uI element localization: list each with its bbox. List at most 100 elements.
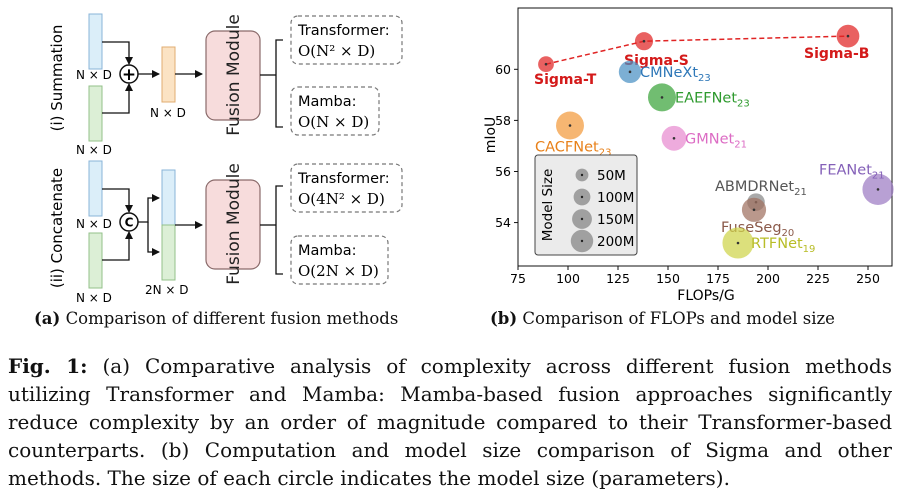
y-tick-label: 56: [495, 164, 511, 179]
row1-arrow-top: [102, 41, 133, 65]
row2-mamba-box: [290, 235, 389, 285]
row2-transformer-complexity: O(4N² × D): [298, 190, 385, 208]
y-tick-label: 58: [495, 113, 511, 128]
legend-marker-center: [580, 239, 584, 243]
figure-caption: Fig. 1: (a) Comparative analysis of comp…: [8, 352, 892, 492]
legend-box: [534, 154, 638, 256]
x-tick-label: 75: [510, 271, 526, 286]
legend-entry-label: 200M: [597, 234, 634, 250]
point-label-subscript: 23: [737, 98, 750, 109]
x-tick-label: 200: [756, 271, 780, 286]
point-label-subscript: 21: [734, 139, 747, 150]
row2-input2-dim: N × D: [76, 291, 112, 305]
x-axis-label: FLOPs/G: [677, 288, 734, 304]
row1-bracket: [275, 39, 283, 128]
figure-caption-text: (a) Comparative analysis of complexity a…: [8, 354, 893, 490]
subcaption-a-text: Comparison of different fusion methods: [65, 309, 399, 328]
subcaption-b-tag: (b): [490, 309, 518, 328]
row2-transformer-box: [290, 163, 403, 213]
row2-fusion-label: Fusion Module: [224, 163, 244, 285]
legend-marker-center: [580, 195, 584, 199]
x-tick-label: 125: [606, 271, 630, 286]
row1-mamba-box: [290, 86, 380, 136]
flops-scatter-chart: mIoU FLOPs/G 75 100 125 150 175 200 225 250 54 56…: [483, 7, 894, 304]
subcaption-a: (a) Comparison of different fusion metho…: [34, 309, 398, 328]
row1-input1-bar: [88, 13, 103, 70]
plot-frame: [517, 7, 893, 267]
point-label-sigma-b: Sigma-B: [804, 46, 869, 62]
row1-transformer-label: Transformer:: [297, 23, 390, 39]
x-tick-label: 150: [656, 271, 680, 286]
point-center-cmnext: [628, 70, 632, 74]
point-label-subscript: 23: [698, 73, 711, 84]
row2-output-bar-top: [161, 169, 176, 226]
row1-mamba-label: Mamba:: [298, 94, 357, 110]
sigma-trend-line: [545, 35, 849, 65]
row1-input2-bar: [88, 85, 103, 142]
point-label-abmdrnet: ABMDRNet21: [715, 179, 807, 198]
point-center-fuseseg: [752, 208, 756, 212]
point-center-eaefnet: [660, 96, 664, 99]
point-label-subscript: 23: [599, 148, 612, 159]
point-label-subscript: 21: [794, 187, 807, 198]
subcaption-a-tag: (a): [34, 309, 61, 328]
point-label-subscript: 20: [782, 228, 795, 239]
point-center-feanet: [876, 188, 880, 191]
row1-arrow-bottom: [102, 83, 133, 114]
concat-op-symbol: C: [125, 216, 134, 230]
row2-transformer-label: Transformer:: [297, 171, 390, 187]
sum-op-symbol: +: [122, 65, 136, 85]
y-axis-label: mIoU: [483, 117, 499, 154]
x-tick-label: 225: [806, 271, 830, 286]
point-center-cacfnet: [568, 124, 572, 127]
row2-arrow-to-out-top: [138, 194, 160, 223]
row1-output-bar: [161, 46, 176, 103]
row2-arrow-top: [102, 188, 133, 213]
legend-entry-label: 50M: [597, 168, 626, 184]
fusion-diagram: (i) Summation N × D N × D + N × D Fusion…: [48, 13, 403, 305]
point-label-subscript: 21: [872, 170, 885, 181]
row2-mamba-complexity: O(2N × D): [298, 262, 379, 280]
row1-fusion-label: Fusion Module: [224, 14, 244, 136]
row1-input2-dim: N × D: [76, 143, 112, 157]
figure-caption-tag: Fig. 1:: [8, 354, 88, 378]
point-label-cacfnet: CACFNet23: [535, 140, 611, 159]
point-center-sigma-b: [846, 34, 850, 38]
row2-output-bar-bottom: [161, 224, 176, 281]
legend-marker-center: [580, 173, 584, 177]
row1-transformer-complexity: O(N² × D): [298, 42, 375, 60]
point-center-rtfnet: [736, 241, 740, 245]
row2-bracket: [275, 185, 283, 275]
row2-mamba-label: Mamba:: [298, 243, 357, 259]
x-tick-label: 250: [856, 271, 880, 286]
row1-output-dim: N × D: [150, 106, 186, 120]
row2-input1-dim: N × D: [76, 217, 112, 231]
row1-mamba-complexity: O(N × D): [298, 113, 369, 131]
row2-input1-bar: [88, 160, 103, 217]
point-label-rtfnet: RTFNet19: [751, 236, 815, 255]
row2-output-dim: 2N × D: [145, 283, 189, 297]
subcaption-b-text: Comparison of FLOPs and model size: [522, 309, 835, 328]
row2-label: (ii) Concatenate: [48, 168, 66, 288]
point-center-sigma-s: [642, 39, 646, 43]
y-tick-label: 54: [495, 215, 511, 230]
point-label-gmnet: GMNet21: [685, 131, 747, 150]
subcaption-b: (b) Comparison of FLOPs and model size: [490, 309, 835, 328]
point-label-eaefnet: EAEFNet23: [675, 90, 750, 109]
point-label-cmnext: CMNeXt23: [640, 65, 711, 84]
row2-input2-bar: [88, 232, 103, 289]
legend-title: Model Size: [540, 169, 556, 242]
legend-entry-label: 150M: [597, 212, 634, 228]
point-label-sigma-s: Sigma-S: [624, 53, 689, 69]
legend-entry-label: 100M: [597, 190, 634, 206]
row1-label: (i) Summation: [48, 25, 66, 132]
row1-input1-dim: N × D: [76, 68, 112, 82]
row1-transformer-box: [290, 15, 403, 65]
point-center-sigma-t: [544, 62, 548, 66]
point-label-feanet: FEANet21: [819, 162, 885, 181]
y-tick-label: 60: [495, 62, 511, 77]
point-label-subscript: 19: [803, 244, 816, 255]
legend-marker-center: [580, 217, 584, 221]
x-tick-label: 175: [706, 271, 730, 286]
row2-arrow-bottom: [102, 231, 133, 261]
